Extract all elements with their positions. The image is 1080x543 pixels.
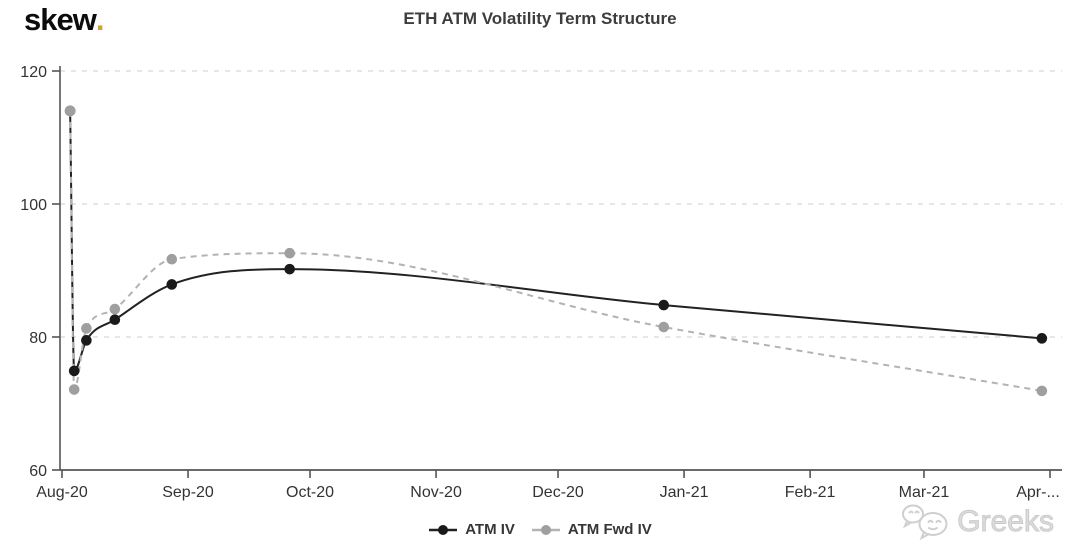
data-point-atm-iv[interactable] <box>68 365 80 377</box>
legend-item-atm-fwd-iv[interactable]: ATM Fwd IV <box>531 521 652 538</box>
data-point-atm-fwd-iv[interactable] <box>109 303 121 315</box>
data-point-atm-fwd-iv[interactable] <box>68 384 80 395</box>
data-point-atm-iv[interactable] <box>658 299 670 311</box>
series-line-atm-iv <box>69 110 1042 372</box>
chart-title: ETH ATM Volatility Term Structure <box>403 9 677 28</box>
x-tick-label: Nov-20 <box>410 484 462 501</box>
data-point-atm-fwd-iv[interactable] <box>658 321 670 333</box>
data-point-atm-iv[interactable] <box>109 314 121 326</box>
data-point-atm-fwd-iv[interactable] <box>64 105 76 117</box>
data-point-atm-iv[interactable] <box>81 335 92 346</box>
y-tick-label: 60 <box>29 463 47 480</box>
y-tick-label: 100 <box>20 197 47 214</box>
data-point-atm-fwd-iv[interactable] <box>1036 385 1048 397</box>
data-point-atm-fwd-iv[interactable] <box>284 247 295 259</box>
x-tick-label: Jan-21 <box>660 484 709 501</box>
y-tick-label: 120 <box>20 64 47 81</box>
x-tick-label: Feb-21 <box>785 484 836 501</box>
x-tick-label: Mar-21 <box>899 484 950 501</box>
x-tick-label: Aug-20 <box>36 484 88 501</box>
legend-item-atm-iv[interactable]: ATM IV <box>428 521 515 538</box>
x-tick-label: Oct-20 <box>286 484 334 501</box>
legend-label-atm-fwd-iv: ATM Fwd IV <box>567 521 652 538</box>
atm-fwd-iv-marker-icon <box>531 524 560 535</box>
data-point-atm-iv[interactable] <box>284 263 295 275</box>
atm-iv-marker-icon <box>429 524 458 535</box>
skew-logo-dot: . <box>95 2 105 37</box>
x-tick-label: Sep-20 <box>162 484 214 501</box>
x-tick-label: Dec-20 <box>532 484 584 501</box>
data-point-atm-iv[interactable] <box>166 279 178 290</box>
data-point-atm-iv[interactable] <box>1036 333 1048 344</box>
data-point-atm-fwd-iv[interactable] <box>81 323 92 334</box>
chart-legend: ATM IV ATM Fwd IV <box>0 521 1080 538</box>
series-line-atm-fwd-iv <box>69 110 1043 392</box>
skew-logo: skew. <box>24 2 105 38</box>
y-tick-label: 80 <box>29 330 47 347</box>
x-tick-label: Apr-... <box>1016 484 1060 501</box>
data-point-atm-fwd-iv[interactable] <box>166 253 178 265</box>
skew-logo-text: skew <box>24 2 97 37</box>
legend-label-atm-iv: ATM IV <box>465 521 515 538</box>
